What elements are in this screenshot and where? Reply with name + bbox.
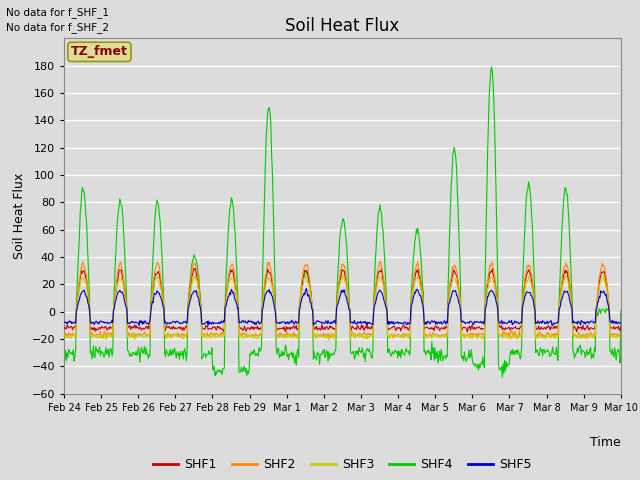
- Line: SHF3: SHF3: [64, 275, 621, 340]
- SHF2: [184, 306, 192, 312]
- SHF2: [617, 330, 625, 336]
- SHF1: [60, 325, 68, 331]
- SHF4: [426, 350, 434, 356]
- SHF4: [410, 249, 418, 255]
- SHF4: [184, 301, 192, 307]
- SHF5: [617, 320, 625, 326]
- SHF1: [617, 324, 625, 330]
- SHF1: [190, 265, 198, 271]
- SHF1: [184, 307, 192, 312]
- SHF3: [214, 334, 221, 340]
- SHF3: [600, 272, 607, 277]
- Line: SHF4: SHF4: [64, 67, 621, 377]
- Legend: SHF1, SHF2, SHF3, SHF4, SHF5: SHF1, SHF2, SHF3, SHF4, SHF5: [148, 453, 536, 476]
- SHF5: [204, 323, 212, 329]
- Title: Soil Heat Flux: Soil Heat Flux: [285, 17, 399, 36]
- Line: SHF1: SHF1: [64, 268, 621, 332]
- SHF1: [463, 329, 471, 335]
- SHF2: [127, 333, 135, 339]
- SHF2: [513, 336, 521, 342]
- Line: SHF2: SHF2: [64, 261, 621, 339]
- SHF2: [70, 333, 78, 338]
- SHF3: [411, 279, 419, 285]
- SHF5: [70, 320, 78, 325]
- SHF2: [214, 331, 221, 337]
- SHF3: [428, 335, 435, 340]
- SHF1: [411, 275, 419, 280]
- SHF2: [428, 335, 435, 341]
- SHF2: [411, 269, 419, 275]
- SHF3: [184, 306, 192, 312]
- Text: No data for f_SHF_2: No data for f_SHF_2: [6, 22, 109, 33]
- SHF4: [127, 353, 135, 359]
- Text: TZ_fmet: TZ_fmet: [71, 45, 128, 59]
- SHF2: [376, 258, 384, 264]
- SHF5: [184, 305, 192, 311]
- SHF3: [127, 334, 135, 339]
- SHF3: [617, 334, 625, 340]
- Line: SHF5: SHF5: [64, 288, 621, 326]
- SHF3: [70, 333, 78, 339]
- SHF5: [412, 290, 419, 296]
- SHF4: [60, 350, 68, 356]
- Text: Time: Time: [590, 436, 621, 449]
- SHF5: [428, 318, 436, 324]
- SHF4: [214, 367, 221, 373]
- SHF3: [60, 333, 68, 339]
- SHF4: [70, 358, 78, 364]
- Y-axis label: Soil Heat Flux: Soil Heat Flux: [13, 173, 26, 259]
- SHF1: [70, 325, 78, 331]
- SHF1: [214, 325, 222, 331]
- SHF1: [428, 326, 435, 332]
- SHF5: [214, 321, 222, 326]
- SHF1: [127, 324, 135, 330]
- SHF4: [617, 308, 625, 314]
- SHF2: [60, 333, 68, 339]
- SHF4: [499, 374, 506, 380]
- SHF3: [325, 337, 333, 343]
- SHF5: [303, 286, 310, 291]
- SHF5: [127, 319, 135, 324]
- SHF5: [60, 319, 68, 325]
- Text: No data for f_SHF_1: No data for f_SHF_1: [6, 7, 109, 18]
- SHF4: [488, 64, 495, 70]
